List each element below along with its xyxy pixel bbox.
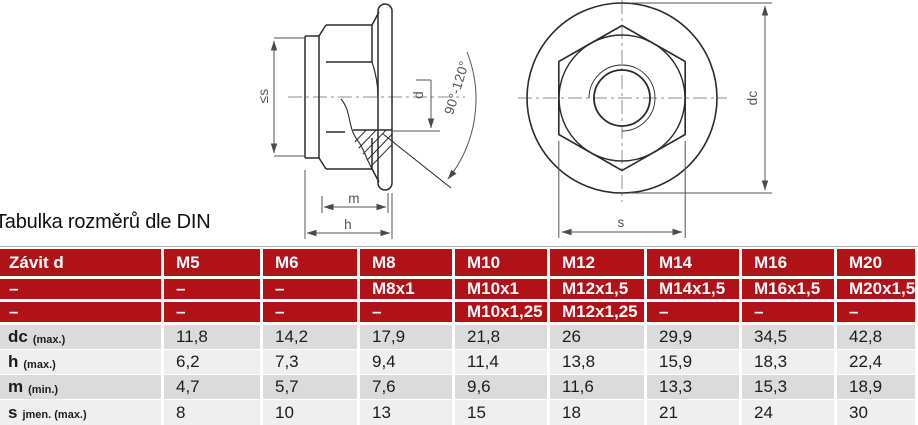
dim-label-angle: 90°-120°: [441, 59, 471, 116]
side-view: [288, 3, 465, 191]
table-cell: 10: [263, 400, 357, 425]
header-cell: M14x1,5: [647, 279, 739, 299]
header-cell: –: [263, 279, 357, 299]
table-cell: 13,3: [647, 375, 739, 399]
column-header: M12: [550, 249, 644, 276]
table-cell: 24: [742, 400, 834, 425]
header-cell: –: [164, 279, 260, 299]
front-view: [518, 0, 727, 202]
header-cell: M16x1,5: [742, 279, 834, 299]
row-label: h (max.): [0, 350, 161, 374]
table-row: m (min.) 4,7 5,7 7,6 9,6 11,6 13,3 15,3 …: [0, 375, 918, 399]
table-row: h (max.) 6,2 7,3 9,4 11,4 13,8 15,9 18,3…: [0, 350, 918, 374]
header-cell: –: [837, 302, 915, 322]
header-cell: –: [164, 302, 260, 322]
table-row: s jmen. (max.) 8 10 13 15 18 21 24 30: [0, 400, 918, 425]
table-cell: 13: [360, 400, 452, 425]
row-label-sub: (max.): [23, 358, 56, 371]
corner-header-cell: Závit d: [0, 249, 161, 276]
table-cell: 6,2: [164, 350, 260, 374]
table-cell: 34,5: [742, 325, 834, 349]
table-cell: 15,9: [647, 350, 739, 374]
header-cell: –: [0, 302, 161, 322]
table-cell: 7,6: [360, 375, 452, 399]
table-cell: 21,8: [455, 325, 547, 349]
table-cell: 17,9: [360, 325, 452, 349]
table-row: dc (max.) 11,8 14,2 17,9 21,8 26 29,9 34…: [0, 325, 918, 349]
row-label-main: s: [8, 402, 18, 422]
header-cell: M20x1,5: [837, 279, 915, 299]
table-header-row: – – – M8x1 M10x1 M12x1,5 M14x1,5 M16x1,5…: [0, 279, 918, 299]
table-cell: 11,6: [550, 375, 644, 399]
dim-label-d: d: [411, 91, 426, 99]
side-view-dimensions: [270, 37, 477, 239]
table-cell: 8: [164, 400, 260, 425]
column-header: M6: [263, 249, 357, 276]
table-cell: 29,9: [647, 325, 739, 349]
row-label-main: m: [8, 377, 24, 396]
header-cell: –: [360, 302, 452, 322]
column-header: M20: [837, 249, 915, 276]
column-header: M14: [647, 249, 739, 276]
header-cell: M10x1: [455, 279, 547, 299]
dim-label-across-flats: ≤s: [256, 89, 271, 104]
dimension-table: Závit d M5 M6 M8 M10 M12 M14 M16 M20 – –…: [0, 246, 918, 425]
table-cell: 18,9: [837, 375, 915, 399]
table-cell: 11,8: [164, 325, 260, 349]
table-cell: 21: [647, 400, 739, 425]
technical-drawing: ≤s m h d 90°-120° dc: [256, 0, 772, 239]
row-label-main: h: [8, 352, 19, 371]
header-cell: –: [0, 279, 161, 299]
header-cell: M8x1: [360, 279, 452, 299]
table-cell: 22,4: [837, 350, 915, 374]
header-cell: M10x1,25: [455, 302, 547, 322]
row-label-sub: (max.): [32, 333, 66, 346]
column-header: M16: [742, 249, 834, 276]
table-cell: 42,8: [837, 325, 915, 349]
table-cell: 13,8: [550, 350, 644, 374]
column-header: M10: [455, 249, 547, 276]
table-header-row: – – – – M10x1,25 M12x1,25 – – –: [0, 302, 918, 322]
table-cell: 9,4: [360, 350, 452, 374]
row-label-main: dc: [8, 327, 28, 346]
header-cell: –: [263, 302, 357, 322]
header-cell: M12x1,5: [550, 279, 644, 299]
table-header-row: Závit d M5 M6 M8 M10 M12 M14 M16 M20: [0, 249, 918, 276]
table-cell: 14,2: [263, 325, 357, 349]
dim-label-dc: dc: [745, 91, 760, 106]
table-cell: 5,7: [263, 375, 357, 399]
column-header: M5: [164, 249, 260, 276]
row-label: m (min.): [0, 375, 161, 399]
row-label-sub: jmen. (max.): [22, 409, 87, 421]
header-cell: –: [742, 302, 834, 322]
dim-label-m: m: [348, 191, 360, 206]
table-cell: 30: [837, 400, 915, 425]
header-cell: M12x1,25: [550, 302, 644, 322]
header-cell: –: [647, 302, 739, 322]
table-cell: 18: [550, 400, 644, 425]
row-label: s jmen. (max.): [0, 400, 161, 425]
table-cell: 11,4: [455, 350, 547, 374]
table-cell: 9,6: [455, 375, 547, 399]
table-cell: 26: [550, 325, 644, 349]
table-cell: 15,3: [742, 375, 834, 399]
table-cell: 4,7: [164, 375, 260, 399]
dim-label-h: h: [344, 217, 352, 232]
row-label: dc (max.): [0, 325, 161, 349]
dim-label-s: s: [617, 215, 624, 230]
table-title: Tabulka rozměrů dle DIN: [0, 211, 211, 233]
front-view-dimensions: [558, 2, 772, 238]
table-cell: 18,3: [742, 350, 834, 374]
table-cell: 15: [455, 400, 547, 425]
table-cell: 7,3: [263, 350, 357, 374]
column-header: M8: [360, 249, 452, 276]
row-label-sub: (min.): [28, 383, 59, 396]
